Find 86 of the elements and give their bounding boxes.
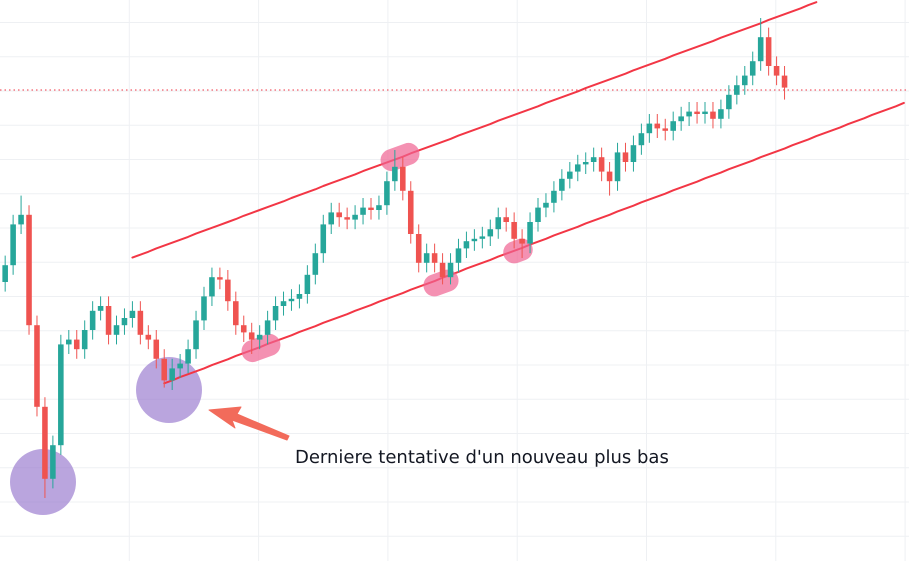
candlestick [606, 162, 612, 196]
candlestick [130, 300, 136, 328]
candlestick [758, 18, 764, 72]
candlestick [280, 291, 286, 316]
candlestick [2, 255, 8, 292]
candlestick [503, 207, 509, 232]
candlestick [185, 339, 191, 374]
candlestick [122, 308, 128, 336]
candlestick [66, 330, 72, 354]
candlestick [574, 154, 581, 182]
candlestick [352, 204, 358, 230]
candlestick [694, 102, 700, 124]
candlestick [726, 84, 732, 120]
candlestick [288, 288, 294, 312]
candlestick [368, 198, 374, 220]
candlestick [527, 212, 533, 254]
candlestick [256, 324, 262, 350]
candlestick [630, 135, 636, 172]
candlestick [114, 315, 120, 345]
candlestick [488, 219, 494, 246]
candlestick [296, 284, 302, 309]
candlestick [312, 243, 318, 285]
candlestick [638, 123, 644, 156]
candlestick [582, 152, 589, 174]
candlestick [90, 300, 96, 340]
candlestick [742, 66, 748, 96]
candlestick [240, 315, 247, 342]
candlestick [551, 180, 557, 213]
candlestick [138, 300, 144, 345]
candlestick [336, 202, 342, 228]
candlestick [678, 106, 684, 132]
candlestick [456, 238, 462, 273]
candlestick [646, 114, 652, 144]
candlestick [511, 212, 517, 249]
candlestick [209, 267, 215, 306]
candlestick [201, 286, 207, 330]
candlestick [153, 330, 160, 369]
candlestick [718, 99, 724, 129]
candlestick [272, 296, 278, 330]
candlestick [146, 324, 152, 350]
candlestick [670, 111, 676, 141]
candlestick [225, 270, 231, 312]
candlestick [248, 322, 254, 354]
candlestick [734, 75, 740, 105]
candlestick [782, 66, 788, 100]
candlestick [750, 51, 756, 86]
candlestick [440, 252, 446, 285]
candlestick [432, 243, 438, 273]
candlestick [400, 156, 406, 201]
candlestick [98, 296, 104, 321]
candlestick [495, 207, 502, 240]
candlestick [598, 147, 604, 182]
candlestick [304, 264, 310, 304]
candlestick [519, 228, 525, 258]
candlestick [18, 195, 24, 234]
candlestick [169, 358, 175, 390]
candlestick [774, 56, 780, 86]
candlestick [161, 348, 168, 388]
annotation: Derniere tentative d'un nouveau plus bas [295, 447, 669, 468]
candlestick [233, 291, 239, 336]
candlestick [686, 102, 692, 126]
candlestick [264, 310, 270, 345]
candlestick [654, 114, 660, 138]
candlestick [535, 198, 541, 232]
candlestick [424, 243, 430, 273]
candlestick [543, 192, 549, 218]
candlestick [559, 168, 565, 201]
candlestick [74, 330, 80, 360]
candlestick [590, 147, 596, 172]
candlestick [448, 252, 454, 285]
candlestick [710, 102, 716, 129]
candlestick [217, 267, 223, 290]
candlestick [360, 198, 366, 225]
candlestick [328, 202, 334, 234]
candlestick [662, 118, 668, 141]
candlestick [464, 231, 470, 258]
candlestick [622, 142, 628, 172]
candlestick [376, 195, 382, 220]
candlestick [702, 102, 708, 124]
candlestick [567, 162, 573, 189]
candlestick [344, 207, 350, 230]
candlestick [177, 354, 183, 378]
candlestick [392, 150, 398, 192]
candlestick [82, 320, 88, 360]
candlestick [480, 226, 486, 249]
candlestick [384, 171, 390, 216]
